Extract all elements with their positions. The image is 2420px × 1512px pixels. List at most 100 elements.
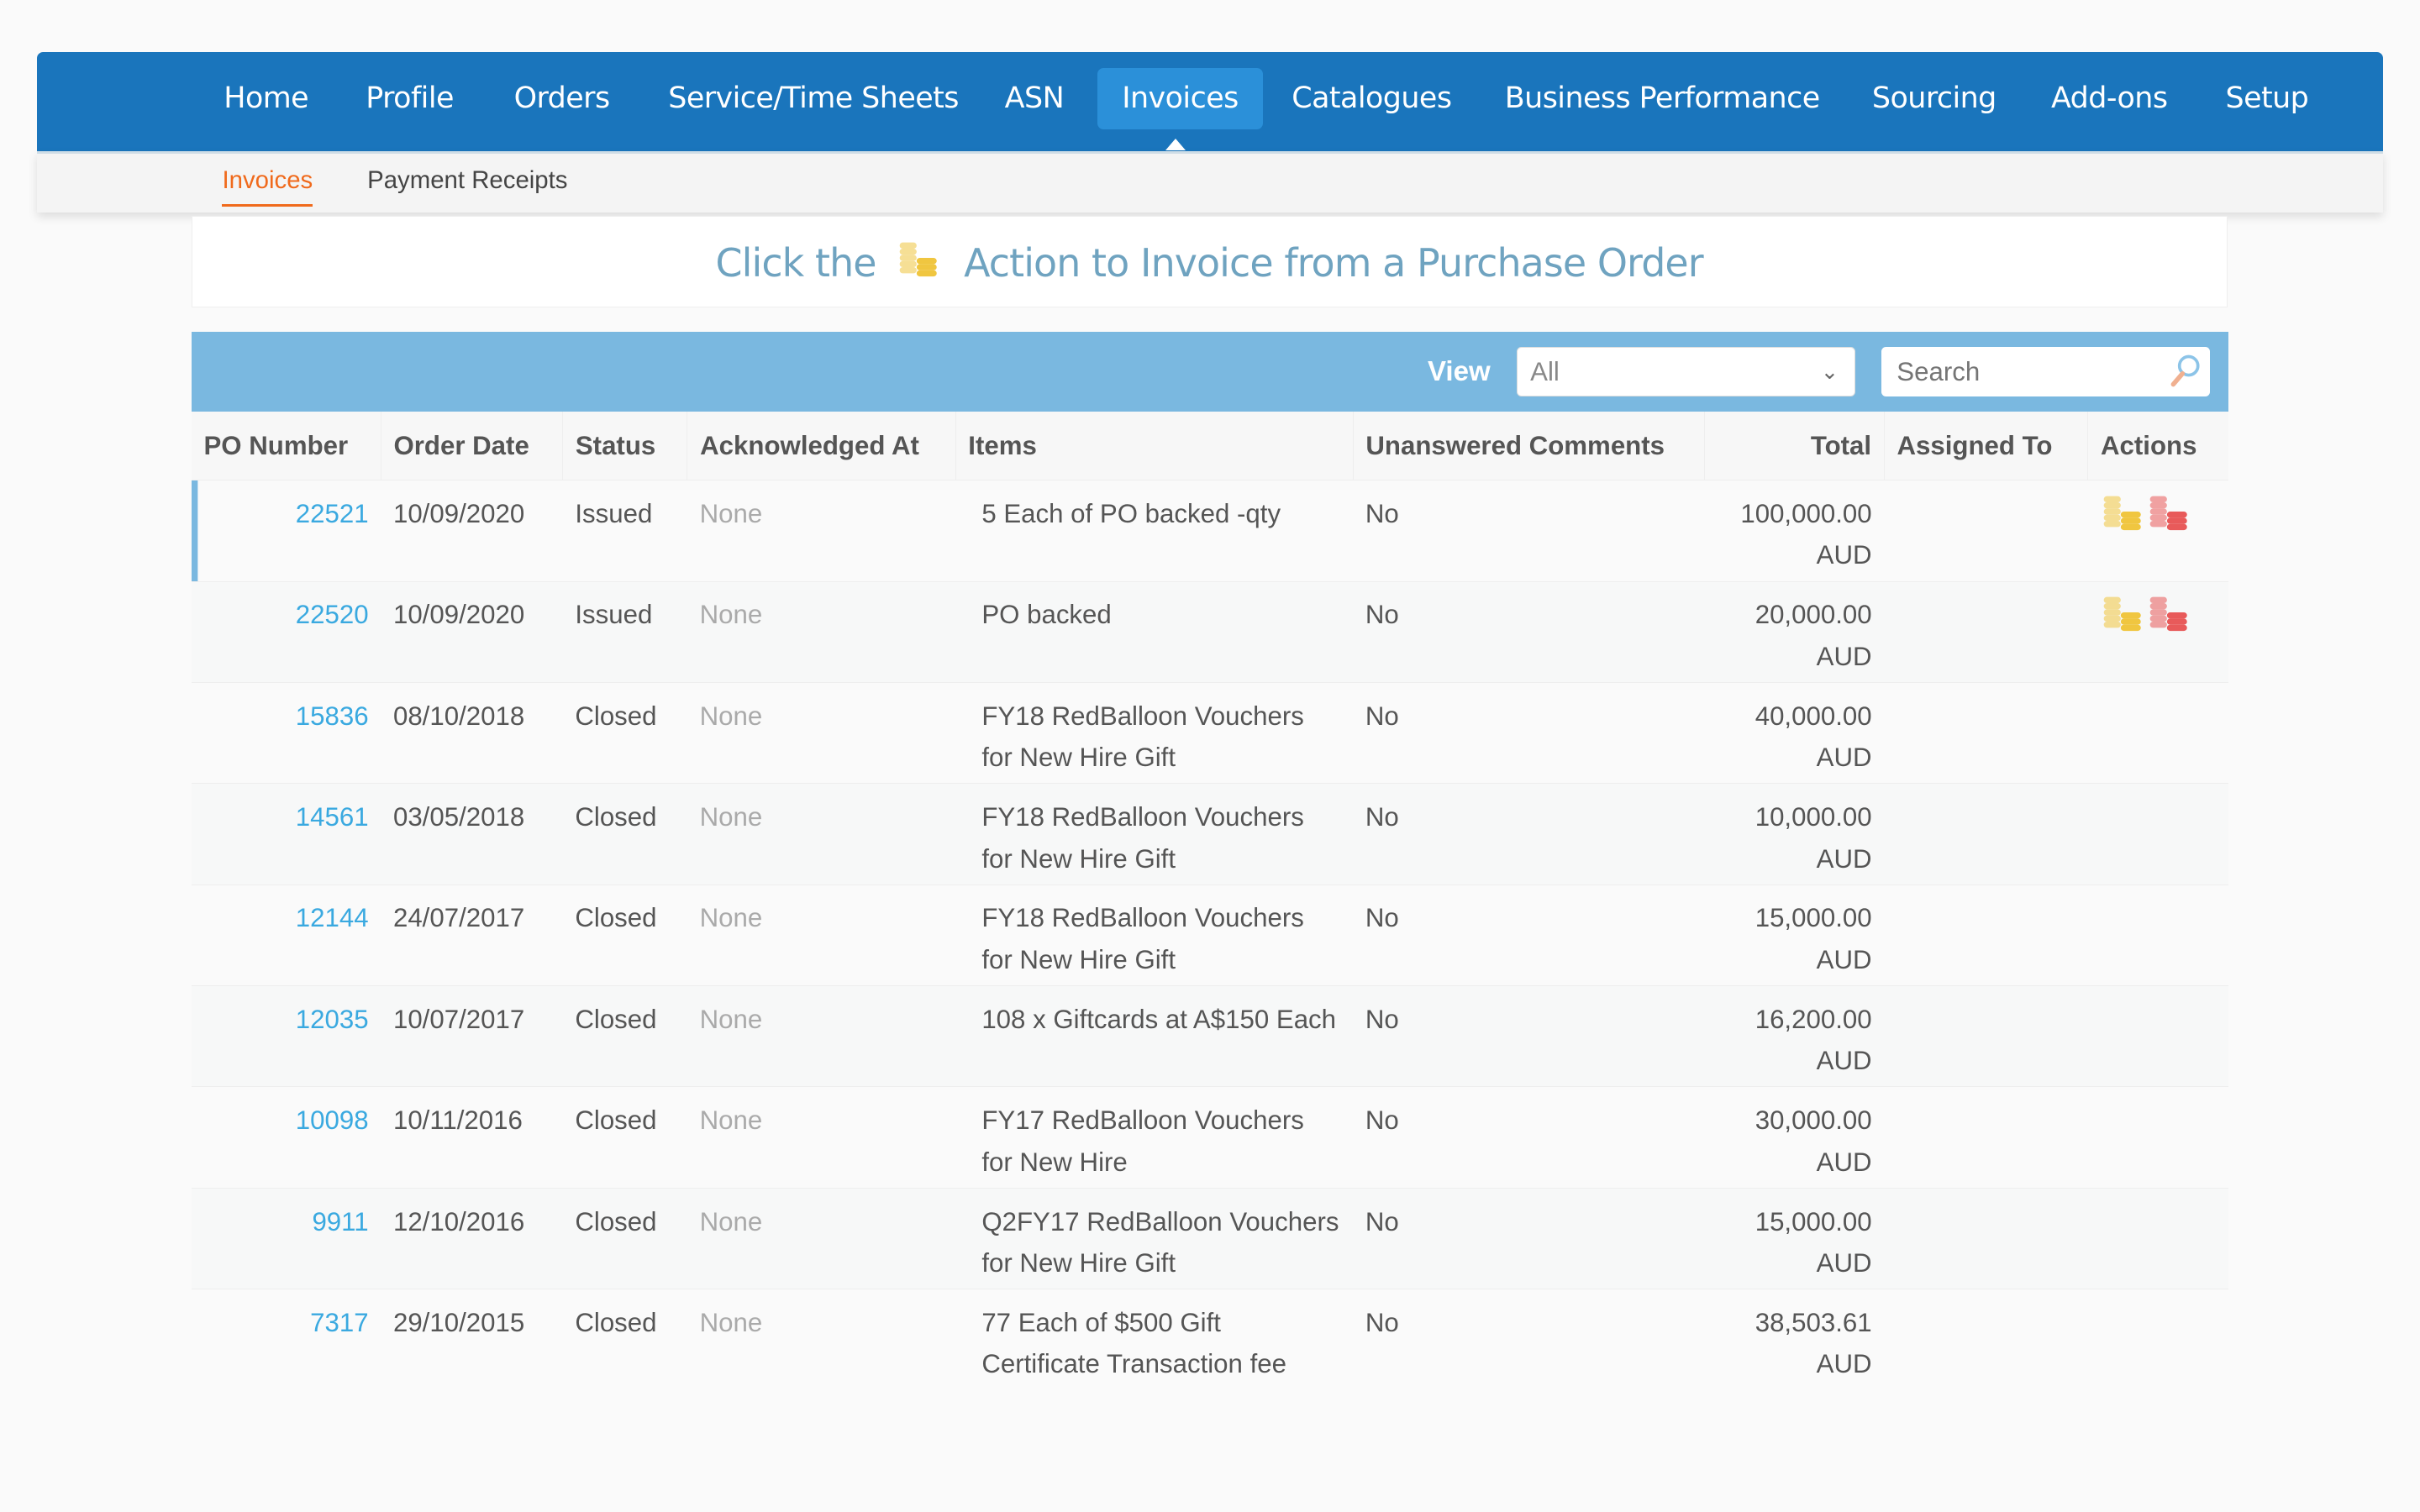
nav-item-catalogues[interactable]: Catalogues (1292, 81, 1452, 115)
po-number-link[interactable]: 14561 (191, 783, 381, 885)
table-row[interactable]: 7317 29/10/2015 Closed None 77 Each of $… (191, 1289, 2229, 1390)
total-currency: AUD (1816, 1147, 1872, 1177)
total-currency: AUD (1816, 944, 1872, 974)
nav-item-home[interactable]: Home (224, 81, 309, 115)
column-header-status[interactable]: Status (562, 412, 687, 480)
coins-icon (897, 220, 943, 312)
nav-item-profile[interactable]: Profile (366, 81, 454, 115)
status: Issued (562, 480, 687, 582)
po-number-link[interactable]: 12144 (191, 884, 381, 986)
nav-item-add-ons[interactable]: Add-ons (2050, 81, 2168, 115)
actions (2087, 681, 2229, 784)
po-number-link[interactable]: 22520 (191, 580, 381, 683)
table-row[interactable]: 14561 03/05/2018 Closed None FY18 RedBal… (191, 783, 2229, 885)
order-date: 12/10/2016 (381, 1187, 563, 1289)
actions (2087, 985, 2229, 1087)
table-toolbar: View All ⌄ (191, 331, 2229, 412)
order-date: 03/05/2018 (381, 783, 563, 885)
po-number-link[interactable]: 7317 (191, 1289, 381, 1390)
po-number-link[interactable]: 12035 (191, 985, 381, 1087)
banner-text-before: Click the (715, 240, 877, 286)
banner-text-after: Action to Invoice from a Purchase Order (964, 240, 1704, 286)
acknowledged-at: None (687, 580, 956, 683)
nav-item-setup[interactable]: Setup (2225, 81, 2309, 115)
sub-nav: Invoices Payment Receipts (37, 150, 2383, 213)
assigned-to (1884, 1289, 2088, 1390)
column-header-unanswered-comments[interactable]: Unanswered Comments (1352, 412, 1705, 480)
items: FY18 RedBalloon Vouchers for New Hire Gi… (955, 783, 1354, 885)
total-amount: 100,000.00 (1740, 498, 1872, 528)
total-amount: 20,000.00 (1754, 600, 1872, 630)
total-currency: AUD (1816, 843, 1872, 874)
column-header-assigned-to[interactable]: Assigned To (1883, 412, 2088, 480)
acknowledged-at: None (687, 783, 956, 885)
column-header-total[interactable]: Total (1703, 412, 1885, 480)
nav-item-business-performance[interactable]: Business Performance (1504, 81, 1820, 115)
po-number-link[interactable]: 9911 (191, 1187, 381, 1289)
reject-coins-icon[interactable] (2147, 596, 2193, 640)
table-row[interactable]: 22521 10/09/2020 Issued None 5 Each of P… (191, 480, 2229, 582)
total-amount: 30,000.00 (1754, 1105, 1872, 1136)
subnav-payment-receipts[interactable]: Payment Receipts (367, 165, 568, 194)
nav-item-asn[interactable]: ASN (1004, 81, 1065, 115)
assigned-to (1884, 480, 2088, 582)
table-row[interactable]: 9911 12/10/2016 Closed None Q2FY17 RedBa… (191, 1187, 2229, 1289)
search-input[interactable] (1881, 347, 2211, 396)
view-select[interactable]: All ⌄ (1517, 347, 1855, 396)
actions (2087, 1289, 2229, 1390)
nav-item-service-time-sheets[interactable]: Service/Time Sheets (668, 81, 959, 115)
assigned-to (1884, 580, 2088, 683)
table-row[interactable]: 10098 10/11/2016 Closed None FY17 RedBal… (191, 1086, 2229, 1189)
status: Closed (562, 1187, 687, 1289)
po-number-link[interactable]: 15836 (191, 681, 381, 784)
create-invoice-coins-icon[interactable] (2101, 496, 2147, 539)
column-header-actions[interactable]: Actions (2087, 412, 2229, 480)
total-amount: 10,000.00 (1754, 802, 1872, 832)
total: 15,000.00 AUD (1704, 884, 1885, 986)
view-label: View (1427, 356, 1491, 388)
order-date: 08/10/2018 (381, 681, 563, 784)
column-header-items[interactable]: Items (955, 412, 1354, 480)
unanswered-comments: No (1353, 1187, 1705, 1289)
nav-item-invoices[interactable]: Invoices (1097, 67, 1264, 130)
items: FY17 RedBalloon Vouchers for New Hire (955, 1086, 1354, 1189)
actions (2087, 580, 2229, 683)
unanswered-comments: No (1353, 580, 1705, 683)
table-row[interactable]: 12035 10/07/2017 Closed None 108 x Giftc… (191, 985, 2229, 1087)
po-number-link[interactable]: 10098 (191, 1086, 381, 1189)
unanswered-comments: No (1353, 985, 1705, 1087)
order-date: 10/09/2020 (381, 580, 563, 683)
unanswered-comments: No (1353, 783, 1705, 885)
nav-item-sourcing[interactable]: Sourcing (1871, 81, 1996, 115)
unanswered-comments: No (1353, 884, 1705, 986)
table-row[interactable]: 15836 08/10/2018 Closed None FY18 RedBal… (191, 681, 2229, 784)
order-date: 24/07/2017 (381, 884, 563, 986)
search-icon[interactable] (2167, 352, 2204, 396)
actions (2087, 1086, 2229, 1189)
items: 77 Each of $500 Gift Certificate Transac… (955, 1289, 1354, 1390)
column-header-acknowledged-at[interactable]: Acknowledged At (687, 412, 956, 480)
total-currency: AUD (1816, 1349, 1872, 1379)
table-row[interactable]: 22520 10/09/2020 Issued None PO backed N… (191, 580, 2229, 683)
po-number-link[interactable]: 22521 (191, 480, 381, 582)
active-indicator (1165, 139, 1186, 151)
status: Closed (562, 681, 687, 784)
status: Closed (562, 1086, 687, 1189)
total-amount: 15,000.00 (1754, 903, 1872, 933)
table-row[interactable]: 12144 24/07/2017 Closed None FY18 RedBal… (191, 884, 2229, 986)
assigned-to (1884, 681, 2088, 784)
unanswered-comments: No (1353, 681, 1705, 784)
items: Q2FY17 RedBalloon Vouchers for New Hire … (955, 1187, 1354, 1289)
subnav-invoices[interactable]: Invoices (222, 166, 313, 207)
nav-item-orders[interactable]: Orders (513, 81, 611, 115)
create-invoice-coins-icon[interactable] (2101, 596, 2147, 640)
unanswered-comments: No (1353, 480, 1705, 582)
items: 108 x Giftcards at A$150 Each (955, 985, 1354, 1087)
acknowledged-at: None (687, 884, 956, 986)
acknowledged-at: None (687, 480, 956, 582)
acknowledged-at: None (687, 681, 956, 784)
column-header-order-date[interactable]: Order Date (380, 412, 563, 480)
order-date: 10/07/2017 (381, 985, 563, 1087)
column-header-po-number[interactable]: PO Number (191, 412, 381, 480)
reject-coins-icon[interactable] (2147, 496, 2193, 539)
